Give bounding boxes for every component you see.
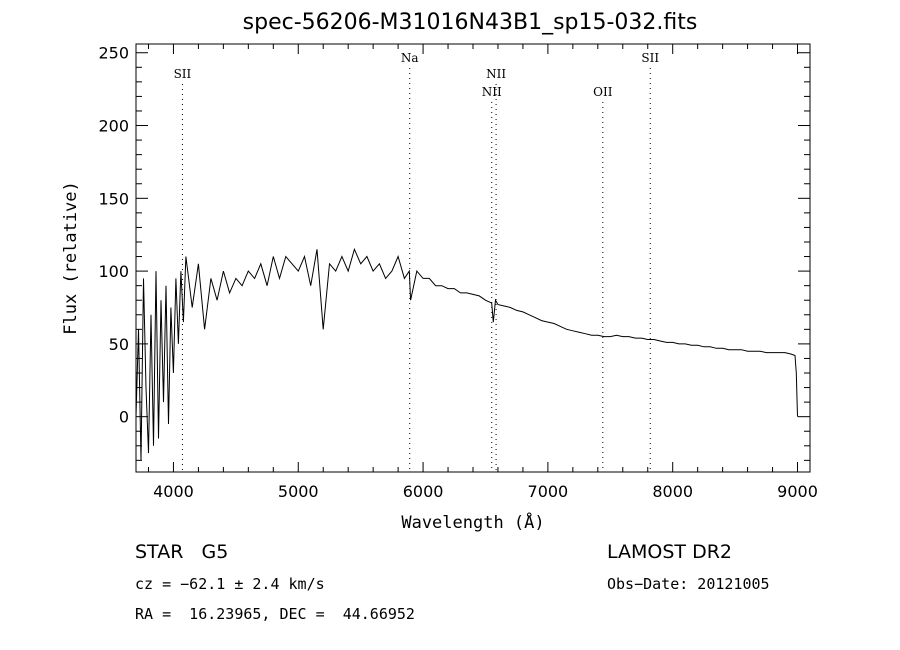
line-marker-label: OII bbox=[593, 85, 613, 99]
y-tick-label: 250 bbox=[98, 44, 129, 63]
y-tick-label: 50 bbox=[109, 335, 129, 354]
line-marker-label: SII bbox=[174, 67, 192, 81]
redshift-cz: cz = −62.1 ± 2.4 km/s bbox=[135, 575, 325, 593]
x-tick-label: 8000 bbox=[652, 482, 693, 501]
line-marker-label: NII bbox=[486, 67, 506, 81]
spectrum-series bbox=[135, 247, 798, 461]
plot-frame bbox=[135, 43, 811, 473]
obs-date: Obs−Date: 20121005 bbox=[607, 575, 770, 593]
line-marker-label: NII bbox=[482, 85, 502, 99]
y-tick-label: 0 bbox=[119, 408, 129, 427]
y-axis-label: Flux (relative) bbox=[61, 181, 81, 335]
x-axis-label: Wavelength (Å) bbox=[401, 511, 544, 533]
x-tick-label: 7000 bbox=[528, 482, 569, 501]
survey-name: LAMOST DR2 bbox=[607, 541, 732, 563]
line-marker-label: SII bbox=[641, 51, 659, 65]
star-class: STAR G5 bbox=[135, 541, 229, 563]
y-tick-label: 100 bbox=[98, 262, 129, 281]
chart-title: spec-56206-M31016N43B1_sp15-032.fits bbox=[242, 10, 698, 35]
x-tick-label: 6000 bbox=[403, 482, 444, 501]
axis-ticks: 4000 5000 6000 7000 8000 9000 0 50 100 150 200 250 bbox=[98, 44, 817, 501]
spectral-line-markers: SII Na NII NII OII SII bbox=[174, 51, 659, 472]
y-tick-label: 150 bbox=[98, 189, 129, 208]
y-tick-label: 200 bbox=[98, 117, 129, 136]
x-tick-label: 4000 bbox=[153, 482, 194, 501]
line-marker-label: Na bbox=[401, 51, 419, 65]
coordinates: RA = 16.23965, DEC = 44.66952 bbox=[135, 605, 415, 623]
x-tick-label: 5000 bbox=[278, 482, 319, 501]
x-tick-label: 9000 bbox=[777, 482, 818, 501]
